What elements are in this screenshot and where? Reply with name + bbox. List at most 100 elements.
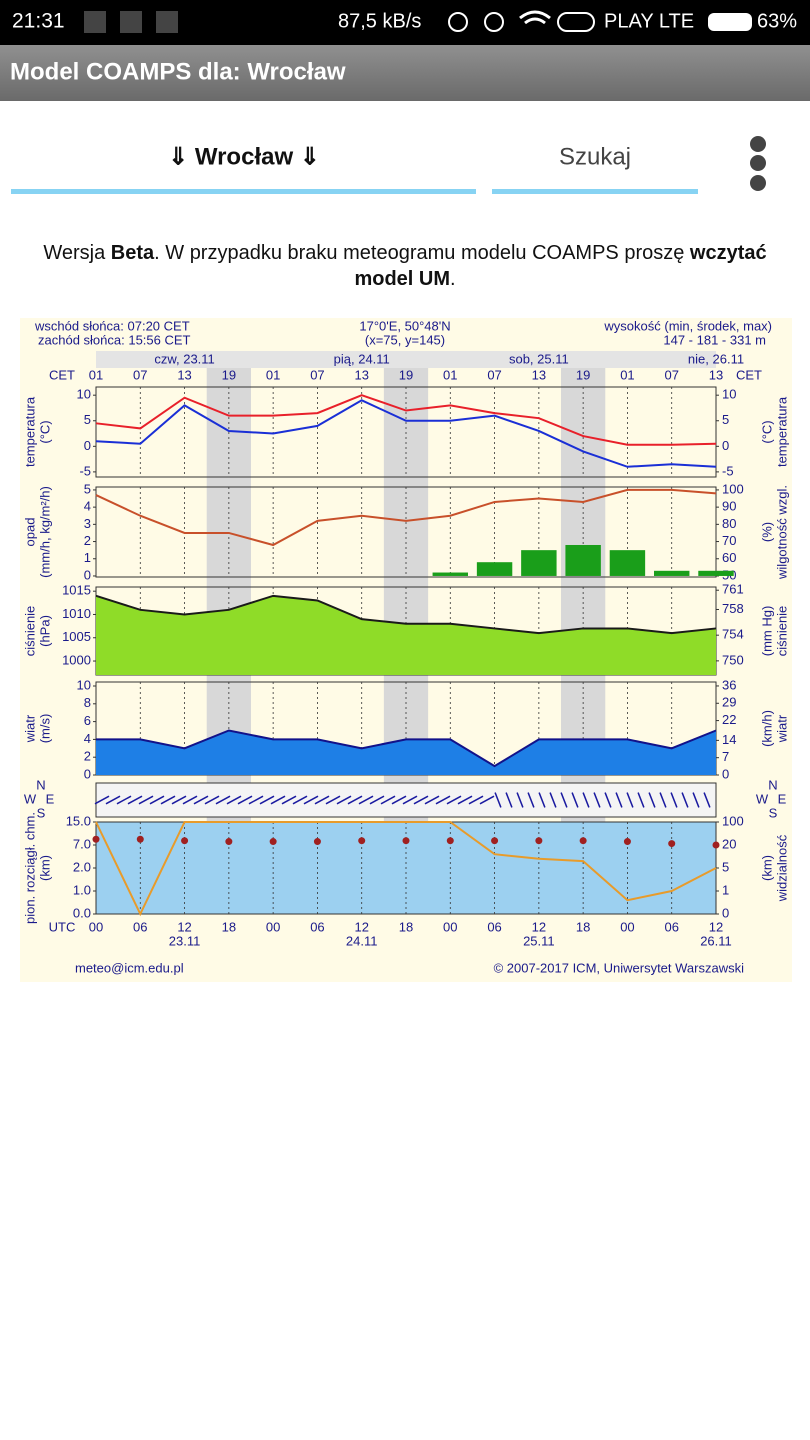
day-label: nie, 26.11 [688, 351, 744, 366]
search-tab[interactable]: Szukaj [559, 143, 631, 170]
wind-arrow [138, 795, 154, 805]
y2-tick-label: 5 [722, 412, 729, 427]
dot [491, 837, 499, 845]
x-tick-label: 13 [532, 367, 546, 382]
y-axis-label: (m/s) [37, 714, 52, 744]
y2-tick-label: 758 [722, 601, 744, 616]
mute-icon [448, 12, 468, 32]
bar [698, 570, 734, 576]
x-tick-label: 00 [443, 919, 457, 934]
x-tick-label: 07 [664, 367, 678, 382]
y-tick-label: 7.0 [73, 836, 91, 851]
menu-button[interactable] [750, 136, 766, 191]
series-line [95, 488, 717, 547]
text: Wersja [43, 242, 111, 264]
y2-axis-label: (°C) [759, 420, 774, 443]
wind-arrow [391, 795, 407, 805]
day-label: czw, 23.11 [154, 351, 214, 366]
y2-tick-label: 80 [722, 516, 736, 531]
axis-unit: UTC [49, 919, 76, 934]
compass-letter: W [24, 791, 37, 806]
bar [476, 562, 513, 576]
y2-tick-label: 14 [722, 732, 736, 747]
y-tick-label: 3 [84, 516, 91, 531]
y2-tick-label: -5 [722, 463, 734, 478]
y-tick-label: 1005 [62, 629, 91, 644]
y-tick-label: 6 [84, 713, 91, 728]
wifi-icon [519, 10, 551, 25]
wind-arrow [94, 795, 110, 805]
wind-arrow [204, 795, 220, 805]
y-axis-label: ciśnienie [22, 606, 37, 657]
day-label: sob, 25.11 [509, 351, 569, 366]
compass-letter: W [756, 791, 769, 806]
x-tick-label: 12 [532, 919, 546, 934]
compass-letter: E [46, 791, 55, 806]
location-tab[interactable]: ⇓ Wrocław ⇓ [168, 143, 320, 170]
wind-arrow [380, 795, 396, 805]
y2-tick-label: 0 [722, 766, 729, 781]
y2-axis-label: (km) [759, 855, 774, 881]
y2-axis-label: widzialność [774, 834, 789, 902]
coords: 17°0'E, 50°48'N [359, 318, 450, 333]
date-label: 23.11 [169, 933, 201, 948]
dot [136, 835, 144, 843]
y2-tick-label: 761 [722, 582, 744, 597]
y2-tick-label: 1 [722, 882, 729, 897]
wind-arrow [692, 792, 700, 808]
grid-point: (x=75, y=145) [365, 332, 445, 347]
wind-arrow [593, 792, 601, 808]
series-area [96, 730, 716, 775]
wind-arrow [549, 792, 557, 808]
dot [402, 837, 410, 845]
x-tick-label: 00 [266, 919, 280, 934]
app-title: Model COAMPS dla: Wrocław [10, 58, 346, 85]
app-bar [0, 45, 810, 101]
dot [181, 837, 189, 845]
series-line [95, 594, 717, 635]
y2-tick-label: 70 [722, 533, 736, 548]
battery-icon [708, 13, 752, 31]
y-tick-label: 15.0 [66, 813, 91, 828]
x-tick-label: 12 [177, 919, 191, 934]
compass-letter: N [36, 777, 45, 792]
dot [269, 838, 277, 846]
y-tick-label: 1015 [62, 583, 91, 598]
wind-arrow [325, 795, 341, 805]
x-tick-label: 19 [576, 367, 590, 382]
alarm-icon [156, 11, 178, 33]
date-label: 26.11 [700, 933, 732, 948]
bar [432, 572, 468, 576]
wind-arrow [681, 792, 689, 808]
y2-tick-label: 90 [722, 499, 736, 514]
y-axis-label: temperatura [22, 396, 37, 467]
y2-tick-label: 7 [722, 749, 729, 764]
sunset: zachód słońca: 15:56 CET [38, 332, 191, 347]
y-axis-label: (hPa) [37, 615, 52, 647]
wind-arrow [527, 792, 535, 808]
y2-tick-label: 5 [722, 859, 729, 874]
x-tick-label: 01 [266, 367, 280, 382]
dot [358, 837, 366, 845]
wind-arrow [516, 792, 524, 808]
y-tick-label: 1000 [62, 652, 91, 667]
wind-arrow [637, 792, 645, 808]
y-tick-label: 2.0 [73, 859, 91, 874]
y-tick-label: 5 [84, 412, 91, 427]
text: wczytać [689, 242, 767, 264]
y2-tick-label: 22 [722, 712, 736, 727]
compass-letter: N [768, 777, 777, 792]
wind-arrow [314, 795, 330, 805]
clock: 21:31 [12, 10, 65, 33]
y-tick-label: 2 [84, 533, 91, 548]
y-tick-label: 10 [77, 677, 91, 692]
series-line [95, 394, 717, 446]
wind-arrow [160, 795, 176, 805]
series-line [96, 729, 717, 768]
wind-arrow [604, 792, 612, 808]
wind-arrow [358, 795, 374, 805]
wind-arrow [127, 795, 143, 805]
dot [579, 837, 587, 845]
notif-icon [84, 11, 106, 33]
